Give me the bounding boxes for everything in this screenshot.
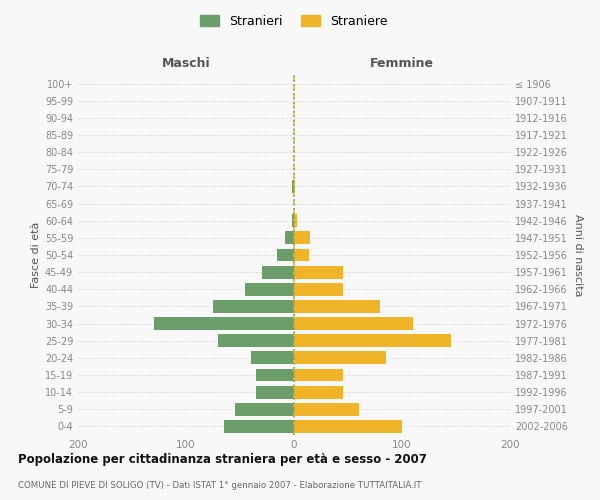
- Bar: [286, 232, 294, 244]
- Bar: [218, 334, 294, 347]
- Bar: [154, 317, 294, 330]
- Bar: [235, 403, 294, 415]
- Bar: [294, 317, 413, 330]
- Bar: [294, 334, 451, 347]
- Bar: [294, 420, 402, 433]
- Bar: [294, 266, 343, 278]
- Bar: [294, 180, 295, 193]
- Bar: [294, 283, 343, 296]
- Bar: [256, 386, 294, 398]
- Text: COMUNE DI PIEVE DI SOLIGO (TV) - Dati ISTAT 1° gennaio 2007 - Elaborazione TUTTA: COMUNE DI PIEVE DI SOLIGO (TV) - Dati IS…: [18, 480, 421, 490]
- Bar: [294, 300, 380, 313]
- Text: Popolazione per cittadinanza straniera per età e sesso - 2007: Popolazione per cittadinanza straniera p…: [18, 452, 427, 466]
- Bar: [251, 352, 294, 364]
- Bar: [245, 283, 294, 296]
- Bar: [292, 214, 294, 227]
- Bar: [294, 386, 343, 398]
- Bar: [294, 368, 343, 382]
- Bar: [292, 180, 294, 193]
- Bar: [256, 368, 294, 382]
- Bar: [294, 403, 359, 415]
- Bar: [294, 214, 297, 227]
- Bar: [277, 248, 294, 262]
- Bar: [224, 420, 294, 433]
- Y-axis label: Fasce di età: Fasce di età: [31, 222, 41, 288]
- Bar: [294, 248, 309, 262]
- Bar: [294, 232, 310, 244]
- Legend: Stranieri, Straniere: Stranieri, Straniere: [197, 11, 391, 32]
- Bar: [262, 266, 294, 278]
- Y-axis label: Anni di nascita: Anni di nascita: [573, 214, 583, 296]
- Bar: [213, 300, 294, 313]
- Bar: [294, 352, 386, 364]
